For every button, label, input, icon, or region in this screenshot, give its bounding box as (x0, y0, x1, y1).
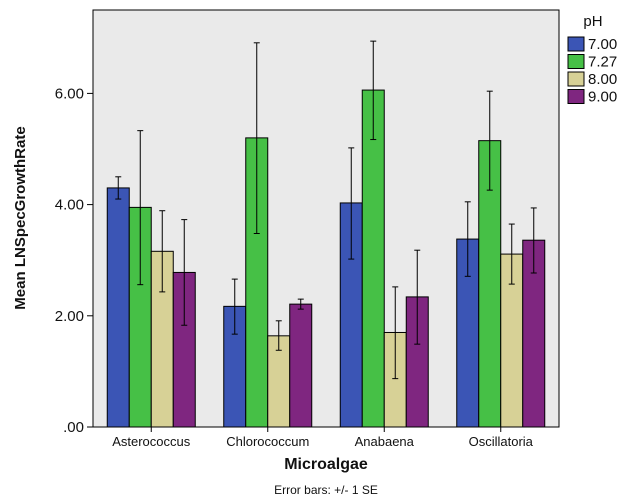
legend-title: pH (583, 13, 602, 30)
legend-label: 7.27 (588, 54, 617, 71)
legend: pH 7.007.278.009.00 (567, 13, 617, 106)
legend-swatch (567, 54, 585, 69)
x-axis-title: Microalgae (284, 456, 368, 473)
bar (361, 89, 385, 428)
legend-swatch (567, 71, 585, 87)
x-tick-label: Asterococcus (112, 434, 191, 449)
y-tick-label: 4.00 (55, 197, 84, 214)
legend-label: 8.00 (588, 71, 617, 88)
y-tick-label: 6.00 (55, 85, 84, 102)
x-axis-categories: Asterococcus Chlorococcum Anabaena Oscillat… (112, 427, 534, 449)
y-axis-ticks: .00 2.00 4.00 6.00 (55, 85, 93, 436)
legend-swatch (567, 36, 585, 52)
x-tick-label: Chlorococcum (226, 434, 309, 449)
y-axis-title: Mean LNSpecGrowthRate (12, 126, 29, 309)
bar (106, 187, 130, 428)
legend-label: 7.00 (588, 36, 617, 53)
legend-swatch (567, 89, 585, 104)
bar (289, 303, 313, 428)
legend-label: 9.00 (588, 89, 617, 106)
y-tick-label: 2.00 (55, 308, 84, 325)
legend-items: 7.007.278.009.00 (567, 36, 617, 106)
x-tick-label: Anabaena (355, 434, 415, 449)
x-tick-label: Oscillatoria (469, 434, 534, 449)
error-bars (115, 40, 537, 380)
y-tick-label: .00 (63, 419, 84, 436)
footnote: Error bars: +/- 1 SE (274, 483, 378, 497)
